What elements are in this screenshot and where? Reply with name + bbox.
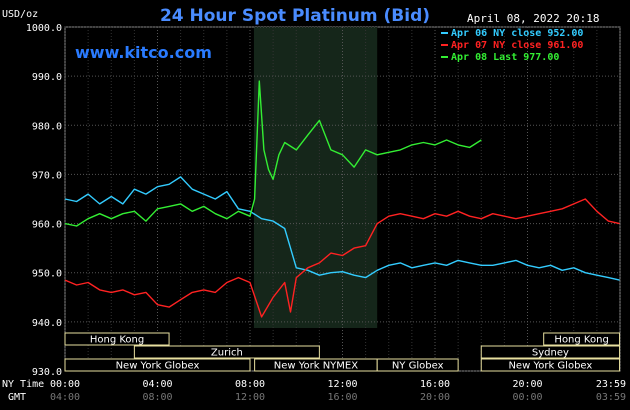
x-axis-label-ny: NY Time bbox=[2, 379, 44, 390]
session-bar-row1-0 bbox=[64, 332, 170, 346]
y-tick-label-2: 980.0 bbox=[32, 121, 62, 132]
legend-entry-3: Apr 08 Last 977.00 bbox=[451, 52, 559, 63]
nymex-session-band bbox=[253, 27, 378, 328]
session-label-row3-2: NY Globex bbox=[392, 361, 444, 372]
x-tick-label-gmt-5: 00:00 bbox=[512, 392, 542, 403]
x-axis-label-gmt: GMT bbox=[8, 392, 26, 403]
series-layer bbox=[64, 80, 620, 318]
session-label-row3-3: New York Globex bbox=[508, 361, 592, 372]
x-tick-label-ny-2: 08:00 bbox=[235, 379, 265, 390]
x-tick-label-ny-5: 20:00 bbox=[512, 379, 542, 390]
session-label-row1-1: Hong Kong bbox=[554, 335, 608, 346]
y-tick-label-5: 950.0 bbox=[32, 269, 62, 280]
session-label-row2-0: Zurich bbox=[211, 348, 243, 359]
x-tick-label-ny-6: 23:59 bbox=[596, 379, 626, 390]
y-axis-label: USD/oz bbox=[2, 9, 38, 20]
session-bar-row3-3 bbox=[480, 358, 621, 372]
session-bar-row2-1 bbox=[480, 345, 621, 359]
timestamp: April 08, 2022 20:18 bbox=[467, 12, 599, 25]
x-tick-label-ny-0: 00:00 bbox=[50, 379, 80, 390]
legend-entry-2: Apr 07 NY close 961.00 bbox=[451, 40, 583, 51]
y-tick-label-1: 990.0 bbox=[32, 72, 62, 83]
session-bar-row1-1 bbox=[543, 332, 621, 346]
y-tick-label-7: 930.0 bbox=[32, 367, 62, 378]
x-tick-label-ny-4: 16:00 bbox=[420, 379, 450, 390]
x-axis: 00:00 04:00 04:00 08:00 08:00 12:00 12:00 16:00… bbox=[50, 379, 626, 403]
y-tick-label-6: 940.0 bbox=[32, 318, 62, 329]
session-label-row3-0: New York Globex bbox=[116, 361, 200, 372]
legend-entry-1: Apr 06 NY close 952.00 bbox=[451, 28, 583, 39]
session-label-row1-0: Hong Kong bbox=[90, 335, 144, 346]
watermark-text: www.kitco.com bbox=[75, 43, 212, 62]
x-tick-label-gmt-6: 03:59 bbox=[596, 392, 626, 403]
x-tick-label-gmt-4: 20:00 bbox=[420, 392, 450, 403]
series-line-1 bbox=[64, 176, 620, 281]
y-tick-label-3: 970.0 bbox=[32, 170, 62, 181]
session-label-row3-1: New York NYMEX bbox=[274, 361, 359, 372]
x-tick-label-gmt-1: 08:00 bbox=[142, 392, 172, 403]
x-tick-label-gmt-2: 12:00 bbox=[235, 392, 265, 403]
session-bar-row3-2 bbox=[376, 358, 459, 372]
chart-title: 24 Hour Spot Platinum (Bid) bbox=[160, 6, 430, 26]
session-bar-row2-0 bbox=[133, 345, 320, 359]
x-tick-label-ny-1: 04:00 bbox=[142, 379, 172, 390]
series-line-3 bbox=[64, 80, 482, 227]
y-tick-label-0: 1000.0 bbox=[26, 23, 62, 34]
y-axis: 1000.0 990.0 980.0 970.0 960.0 950.0 940.0 930.… bbox=[26, 23, 62, 378]
x-tick-label-ny-3: 12:00 bbox=[327, 379, 357, 390]
session-bar-row3-0 bbox=[64, 358, 251, 372]
x-tick-label-gmt-3: 16:00 bbox=[327, 392, 357, 403]
y-tick-label-4: 960.0 bbox=[32, 220, 62, 231]
series-line-2 bbox=[64, 198, 620, 318]
session-label-row2-1: Sydney bbox=[532, 348, 569, 359]
market-sessions: Hong Kong Hong Kong Zurich Sydney New York G… bbox=[64, 332, 621, 372]
x-tick-label-gmt-0: 04:00 bbox=[50, 392, 80, 403]
